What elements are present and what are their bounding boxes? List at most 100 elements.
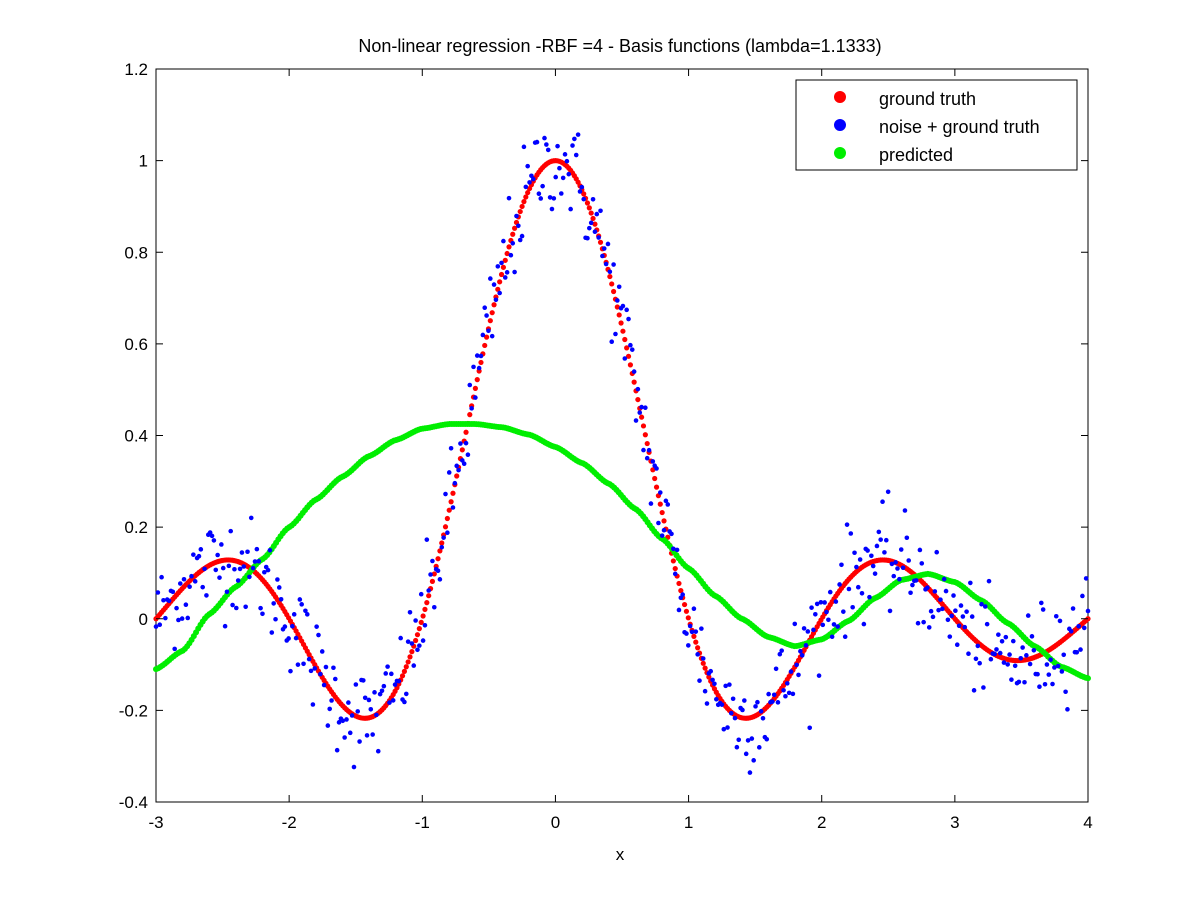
noisy-data-point bbox=[577, 189, 583, 194]
ground-truth-point bbox=[644, 440, 650, 447]
noisy-data-point bbox=[981, 685, 986, 690]
predicted-point bbox=[1085, 675, 1091, 682]
ground-truth-point bbox=[474, 377, 480, 383]
noisy-data-point bbox=[740, 707, 745, 713]
noisy-data-point bbox=[1001, 660, 1007, 665]
noisy-data-point bbox=[837, 582, 842, 587]
ground-truth-point bbox=[426, 593, 432, 599]
noisy-data-point bbox=[700, 656, 706, 661]
noisy-data-point bbox=[841, 609, 846, 614]
noisy-data-point bbox=[1076, 624, 1081, 629]
noisy-data-point bbox=[661, 527, 667, 533]
noisy-data-point bbox=[1055, 663, 1061, 669]
noisy-data-point bbox=[486, 328, 491, 334]
noisy-data-point bbox=[534, 139, 540, 145]
noisy-data-point bbox=[327, 706, 333, 712]
noisy-data-point bbox=[230, 602, 235, 608]
noisy-data-point bbox=[407, 610, 413, 615]
noisy-data-point bbox=[387, 700, 392, 705]
noisy-data-point bbox=[501, 238, 506, 244]
ground-truth-point bbox=[653, 484, 660, 490]
noisy-data-point bbox=[954, 642, 960, 648]
noisy-data-point bbox=[267, 547, 273, 553]
noisy-data-point bbox=[758, 708, 764, 714]
noisy-data-point bbox=[547, 195, 553, 200]
noisy-data-point bbox=[928, 608, 934, 614]
noisy-data-point bbox=[288, 668, 293, 674]
noisy-data-point bbox=[452, 480, 458, 486]
noisy-data-point bbox=[228, 528, 234, 534]
noisy-data-point bbox=[624, 307, 629, 313]
noisy-data-point bbox=[275, 577, 280, 582]
noisy-data-point bbox=[516, 223, 521, 229]
noisy-data-point bbox=[756, 745, 762, 750]
noisy-data-point bbox=[883, 537, 889, 543]
ground-truth-point bbox=[588, 210, 594, 216]
ground-truth-point bbox=[622, 336, 628, 343]
noisy-data-point bbox=[1042, 681, 1048, 687]
x-tick-label: 1 bbox=[684, 813, 693, 832]
noisy-data-point bbox=[310, 702, 316, 707]
noisy-data-point bbox=[1048, 657, 1053, 663]
y-tick-label: 0.8 bbox=[124, 243, 148, 262]
noisy-data-point bbox=[874, 543, 880, 549]
legend-marker-predicted bbox=[834, 147, 846, 159]
noisy-data-point bbox=[542, 135, 547, 141]
ground-truth-point bbox=[424, 600, 430, 606]
noisy-data-point bbox=[891, 573, 897, 579]
noisy-data-point bbox=[596, 235, 601, 240]
noisy-data-point bbox=[351, 764, 357, 770]
noisy-data-point bbox=[495, 264, 501, 269]
noisy-data-point bbox=[374, 712, 379, 718]
noisy-data-point bbox=[163, 615, 168, 621]
noisy-data-point bbox=[215, 552, 220, 558]
noisy-data-point bbox=[177, 581, 183, 586]
noisy-data-point bbox=[431, 604, 437, 610]
noisy-data-point bbox=[915, 620, 921, 626]
noisy-data-point bbox=[254, 546, 260, 552]
noisy-data-point bbox=[1078, 647, 1083, 652]
noisy-data-point bbox=[482, 305, 488, 311]
ground-truth-point bbox=[693, 639, 699, 645]
noisy-data-point bbox=[704, 701, 710, 706]
noisy-data-point bbox=[540, 183, 545, 189]
noisy-data-point bbox=[213, 567, 219, 573]
noisy-data-point bbox=[226, 563, 232, 569]
noisy-data-point bbox=[725, 725, 730, 730]
noisy-data-point bbox=[474, 353, 480, 358]
noisy-data-point bbox=[770, 699, 775, 704]
noisy-data-point bbox=[897, 576, 902, 582]
noisy-data-point bbox=[521, 144, 527, 150]
noisy-data-point bbox=[527, 180, 532, 185]
ground-truth-point bbox=[625, 353, 632, 359]
noisy-data-point bbox=[953, 608, 958, 613]
noisy-data-point bbox=[192, 579, 198, 584]
noisy-data-point bbox=[975, 643, 981, 649]
noisy-data-point bbox=[200, 584, 205, 590]
noisy-data-point bbox=[971, 688, 977, 693]
noisy-data-point bbox=[1010, 638, 1016, 644]
noisy-data-point bbox=[471, 364, 476, 370]
noisy-data-point bbox=[1057, 618, 1063, 624]
legend-marker-noise bbox=[834, 119, 846, 131]
noisy-data-point bbox=[633, 418, 639, 423]
noisy-data-point bbox=[736, 737, 742, 743]
noisy-data-point bbox=[469, 406, 474, 411]
noisy-data-point bbox=[906, 558, 911, 563]
noisy-data-point bbox=[1070, 606, 1076, 611]
noisy-data-point bbox=[573, 152, 579, 158]
legend-label-noise: noise + ground truth bbox=[879, 117, 1040, 137]
noisy-data-point bbox=[293, 635, 299, 641]
noisy-data-point bbox=[488, 276, 493, 281]
ground-truth-point bbox=[521, 199, 527, 205]
noisy-data-point bbox=[659, 533, 665, 538]
noisy-data-point bbox=[813, 612, 818, 617]
noisy-data-point bbox=[204, 593, 209, 598]
noisy-data-point bbox=[600, 253, 605, 259]
ground-truth-point bbox=[691, 633, 697, 639]
noisy-data-point bbox=[579, 184, 585, 190]
noisy-data-point bbox=[290, 623, 295, 629]
noisy-data-point bbox=[697, 678, 702, 683]
noisy-data-point bbox=[426, 588, 431, 593]
legend-marker-ground-truth bbox=[834, 91, 846, 103]
